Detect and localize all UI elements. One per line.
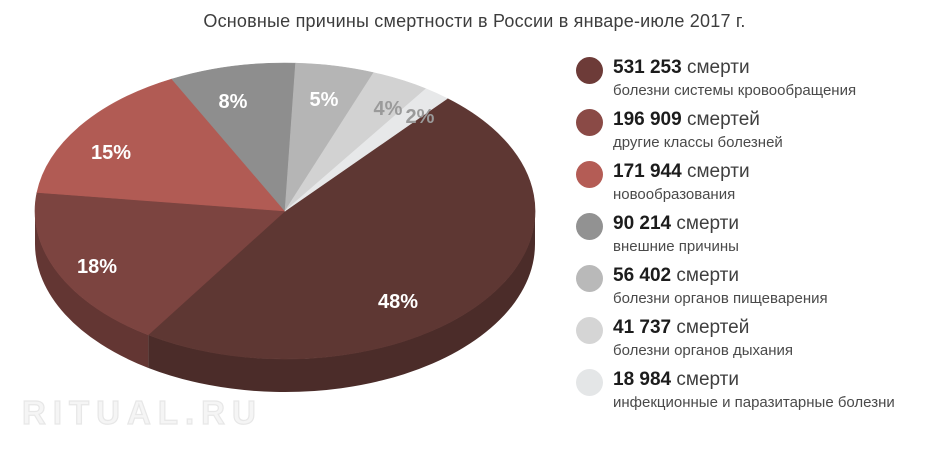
- legend-category: болезни органов дыхания: [613, 342, 793, 359]
- legend-text: 56 402 смерти болезни органов пищеварени…: [613, 264, 828, 309]
- legend-swatch-icon: [576, 369, 603, 396]
- legend-item: 531 253 смерти болезни системы кровообра…: [576, 56, 895, 101]
- legend-swatch-icon: [576, 161, 603, 188]
- legend-category: инфекционные и паразитарные болезни: [613, 394, 895, 411]
- pie-slice-side: [34, 211, 149, 368]
- legend: 531 253 смерти болезни системы кровообра…: [576, 56, 895, 413]
- legend-value-number: 196 909: [613, 109, 682, 130]
- legend-value: 171 944 смерти: [613, 160, 750, 184]
- legend-value-unit: смерти: [686, 57, 750, 78]
- legend-value-unit: смерти: [676, 265, 740, 286]
- legend-swatch-icon: [576, 213, 603, 240]
- pie-slice: [147, 98, 536, 360]
- legend-value-number: 531 253: [613, 57, 682, 78]
- legend-text: 531 253 смерти болезни системы кровообра…: [613, 56, 856, 101]
- pie-slice-label: 15%: [91, 142, 131, 164]
- legend-text: 41 737 смертей болезни органов дыхания: [613, 316, 793, 361]
- legend-swatch-icon: [576, 109, 603, 136]
- legend-value-unit: смерти: [676, 369, 740, 390]
- legend-item: 18 984 смерти инфекционные и паразитарны…: [576, 368, 895, 413]
- legend-value: 41 737 смертей: [613, 316, 793, 340]
- pie-slice-label: 4%: [374, 98, 403, 120]
- legend-value-unit: смерти: [686, 161, 750, 182]
- pie-slice-label: 5%: [310, 89, 339, 111]
- legend-item: 56 402 смерти болезни органов пищеварени…: [576, 264, 895, 309]
- legend-value-number: 56 402: [613, 265, 672, 286]
- legend-category: другие классы болезней: [613, 134, 783, 151]
- watermark-ritual-ru: RITUAL.RU: [21, 393, 263, 431]
- legend-text: 90 214 смерти внешние причины: [613, 212, 739, 257]
- legend-item: 41 737 смертей болезни органов дыхания: [576, 316, 895, 361]
- legend-value: 531 253 смерти: [613, 56, 856, 80]
- legend-text: 171 944 смерти новообразования: [613, 160, 750, 205]
- legend-value-number: 90 214: [613, 213, 672, 234]
- legend-value: 56 402 смерти: [613, 264, 828, 288]
- pie-slice: [171, 62, 296, 212]
- pie-slice: [36, 78, 286, 212]
- legend-swatch-icon: [576, 265, 603, 292]
- legend-value-number: 18 984: [613, 369, 672, 390]
- legend-item: 196 909 смертей другие классы болезней: [576, 108, 895, 153]
- legend-value-unit: смертей: [676, 317, 750, 338]
- legend-swatch-icon: [576, 57, 603, 84]
- pie-slice-label: 48%: [378, 291, 418, 313]
- legend-category: новообразования: [613, 186, 736, 203]
- legend-value: 196 909 смертей: [613, 108, 783, 132]
- legend-category: болезни системы кровообращения: [613, 82, 857, 99]
- legend-value-unit: смерти: [676, 213, 740, 234]
- pie-slice-label: 18%: [77, 256, 117, 278]
- pie-slice-side: [148, 211, 535, 393]
- pie-slice-label: 2%: [406, 106, 435, 128]
- legend-value-unit: смертей: [686, 109, 760, 130]
- legend-value: 18 984 смерти: [613, 368, 895, 392]
- pie-slice-label: 8%: [219, 91, 248, 113]
- pie-slice: [34, 192, 286, 336]
- pie-slice: [284, 88, 448, 212]
- legend-value-number: 41 737: [613, 317, 672, 338]
- legend-swatch-icon: [576, 317, 603, 344]
- legend-text: 196 909 смертей другие классы болезней: [613, 108, 783, 153]
- legend-text: 18 984 смерти инфекционные и паразитарны…: [613, 368, 895, 413]
- legend-category: внешние причины: [613, 238, 739, 255]
- legend-value-number: 171 944: [613, 161, 682, 182]
- legend-value: 90 214 смерти: [613, 212, 739, 236]
- legend-category: болезни органов пищеварения: [613, 290, 828, 307]
- chart-title: Основные причины смертности в России в я…: [203, 11, 746, 31]
- legend-item: 171 944 смерти новообразования: [576, 160, 895, 205]
- legend-item: 90 214 смерти внешние причины: [576, 212, 895, 257]
